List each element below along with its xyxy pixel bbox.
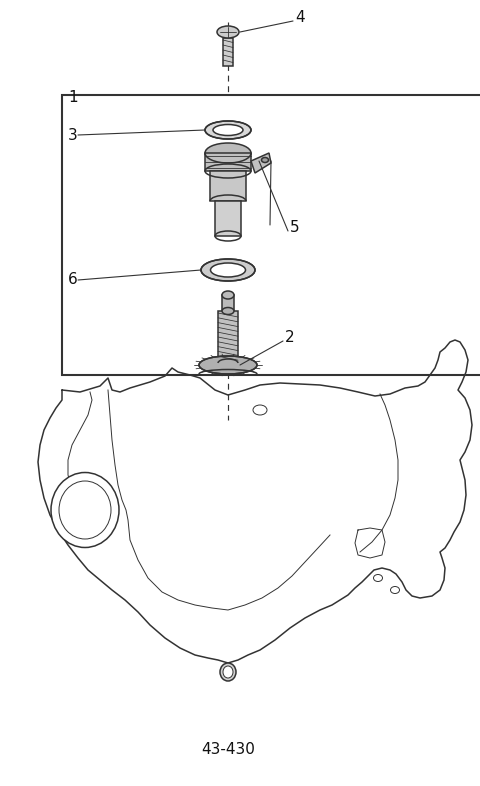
Polygon shape	[251, 153, 271, 173]
Ellipse shape	[223, 666, 233, 678]
Ellipse shape	[262, 157, 268, 163]
Ellipse shape	[373, 575, 383, 582]
Bar	[62, 95, 480, 375]
Ellipse shape	[51, 472, 119, 548]
Bar	[210, 171, 246, 201]
Ellipse shape	[222, 291, 234, 299]
Ellipse shape	[205, 121, 251, 139]
Ellipse shape	[201, 259, 255, 281]
Ellipse shape	[205, 143, 251, 163]
Ellipse shape	[211, 263, 245, 277]
Ellipse shape	[220, 663, 236, 681]
Text: 6: 6	[68, 273, 78, 288]
Bar	[215, 201, 241, 236]
Bar	[223, 38, 233, 66]
Ellipse shape	[217, 26, 239, 38]
Ellipse shape	[199, 356, 257, 374]
Ellipse shape	[391, 586, 399, 593]
Text: 3: 3	[68, 127, 78, 142]
Bar	[222, 295, 234, 311]
Bar	[205, 153, 251, 171]
Text: 2: 2	[285, 330, 295, 346]
Bar	[218, 311, 238, 363]
Text: 4: 4	[295, 10, 305, 25]
Text: 5: 5	[290, 221, 300, 236]
Ellipse shape	[222, 307, 234, 314]
Ellipse shape	[213, 124, 243, 135]
Text: 1: 1	[68, 90, 78, 105]
Ellipse shape	[253, 405, 267, 415]
Text: 43-430: 43-430	[201, 743, 255, 758]
